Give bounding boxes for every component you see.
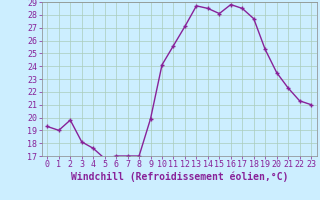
X-axis label: Windchill (Refroidissement éolien,°C): Windchill (Refroidissement éolien,°C) bbox=[70, 172, 288, 182]
